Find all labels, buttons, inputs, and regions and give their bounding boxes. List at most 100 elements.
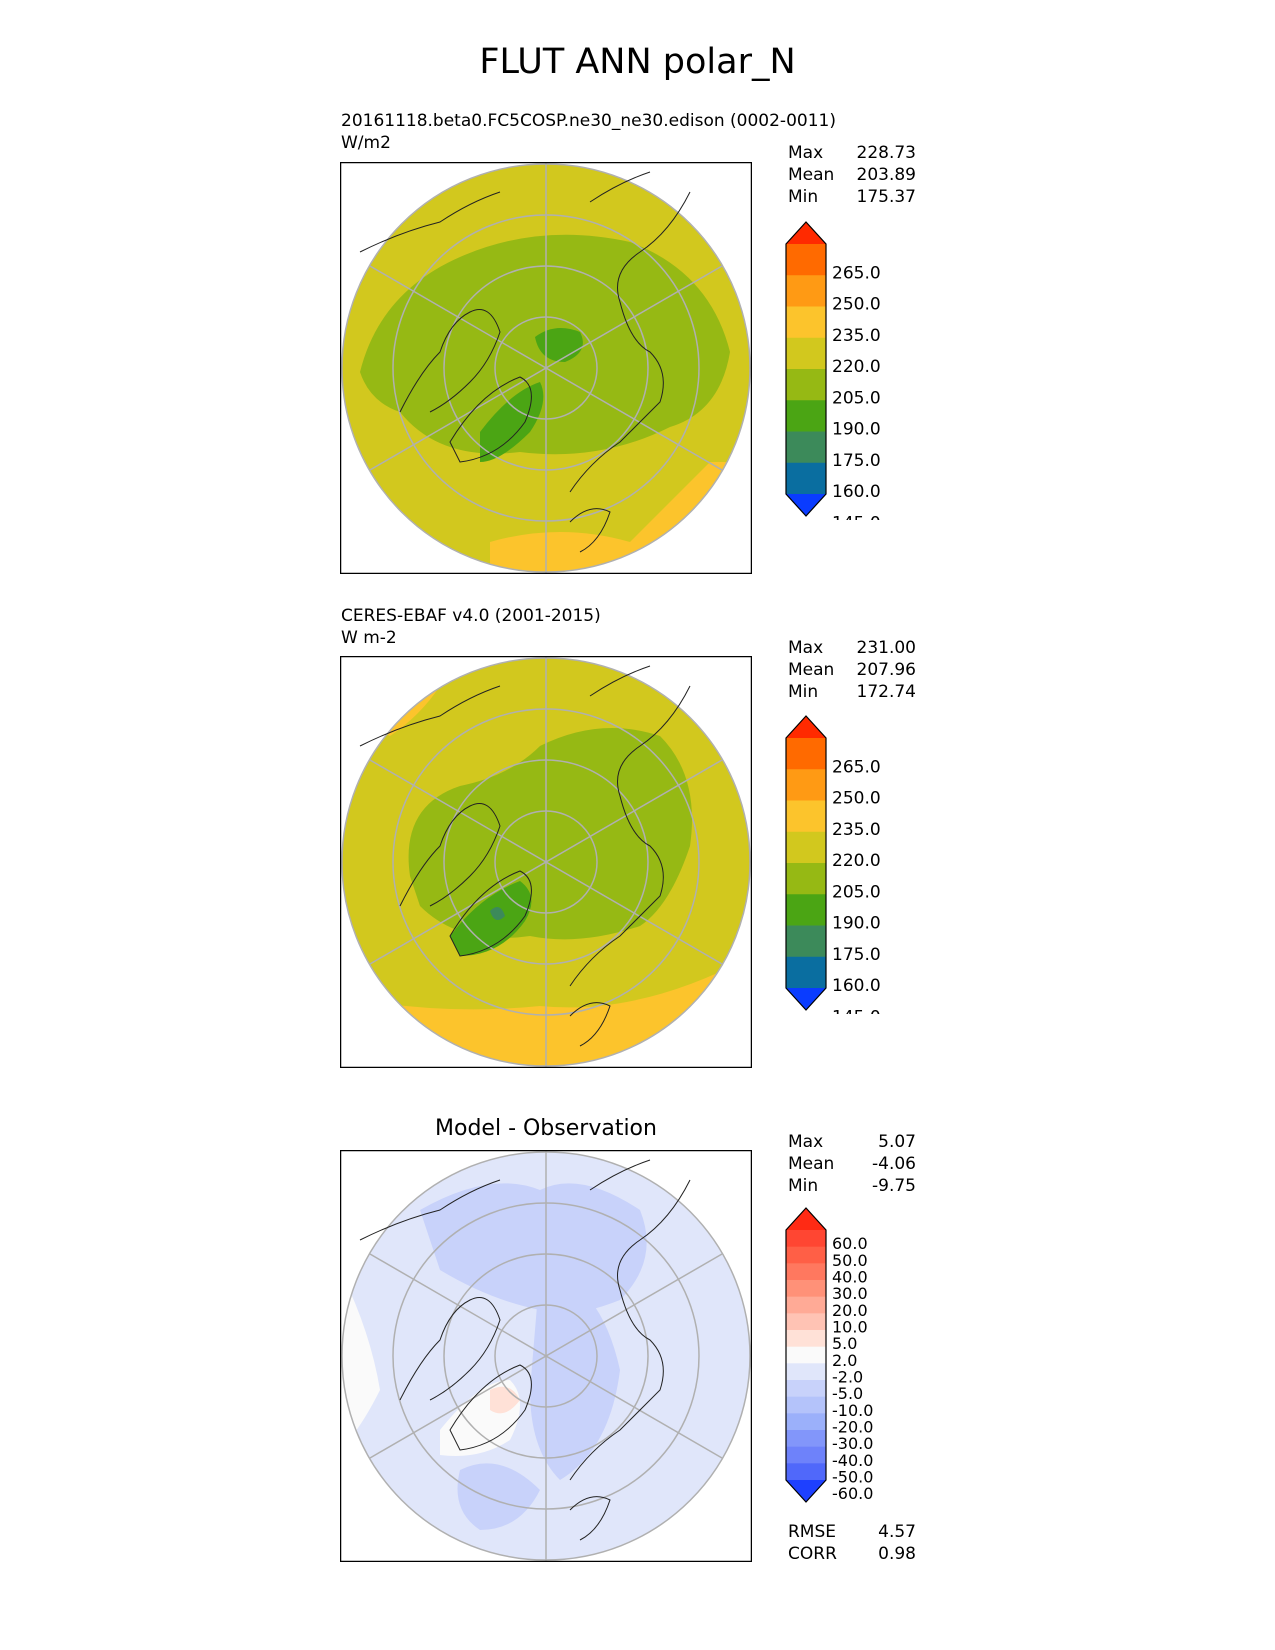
panel2-graticule [341, 656, 751, 1068]
colorbar-band [786, 1246, 826, 1264]
colorbar-tick-label: 220.0 [832, 357, 881, 377]
colorbar-tick-label: -2.0 [832, 1368, 863, 1387]
colorbar-band [786, 1296, 826, 1314]
colorbar-band [786, 1463, 826, 1481]
panel1-graticule [341, 162, 751, 574]
panel2-units: W m-2 [341, 628, 397, 648]
panel1-stat-max: Max 228.73 [788, 143, 916, 163]
colorbar-tick-label: 30.0 [832, 1284, 868, 1303]
colorbar-outline [785, 715, 827, 1011]
colorbar-band [786, 1446, 826, 1464]
colorbar-band [786, 1230, 826, 1248]
colorbar-band [786, 244, 826, 276]
colorbar-tick-label: 190.0 [832, 914, 881, 934]
panel1-units: W/m2 [341, 133, 391, 153]
colorbar-band [786, 1413, 826, 1431]
colorbar-tick-label: 40.0 [832, 1268, 868, 1287]
colorbar-extend-min [786, 1480, 826, 1502]
panel3-stat-max: Max 5.07 [788, 1132, 916, 1152]
colorbar-tick-label: -5.0 [832, 1384, 863, 1403]
colorbar-tick-label: 10.0 [832, 1318, 868, 1337]
panel1-stat-mean: Mean 203.89 [788, 165, 916, 185]
panel2-stat-max: Max 231.00 [788, 638, 916, 658]
colorbar-tick-label: 50.0 [832, 1251, 868, 1270]
colorbar-band [786, 831, 826, 864]
colorbar-band [786, 369, 826, 401]
panel2-coastlines [359, 665, 691, 1047]
colorbar-extend-max [786, 222, 826, 244]
colorbar-extend-max [786, 1208, 826, 1230]
colorbar-band [786, 400, 826, 432]
panel3-graticule [341, 1150, 751, 1562]
colorbar-tick-label: 2.0 [832, 1351, 857, 1370]
colorbar-band [786, 431, 826, 464]
colorbar-tick-label: 250.0 [832, 295, 881, 315]
colorbar-tick-label: 145.0 [832, 1007, 881, 1014]
panel3-metric-rmse: RMSE 4.57 [788, 1522, 916, 1542]
colorbar-band [786, 1330, 826, 1348]
panel3-stats: Max 5.07 Mean -4.06 Min -9.75 [788, 1131, 916, 1197]
colorbar-tick-label: 265.0 [832, 263, 881, 283]
colorbar-tick-label: 250.0 [832, 789, 881, 809]
colorbar-band [786, 1396, 826, 1414]
colorbar-band [786, 1313, 826, 1331]
colorbar-band [786, 1380, 826, 1398]
colorbar-extend-min [786, 494, 826, 516]
colorbar-band [786, 275, 826, 307]
figure-title: FLUT ANN polar_N [479, 42, 796, 82]
colorbar-tick-label: 235.0 [832, 820, 881, 840]
colorbar-tick-label: 5.0 [832, 1334, 857, 1353]
colorbar-band [786, 306, 826, 339]
panel2-title: CERES-EBAF v4.0 (2001-2015) W m-2 [341, 605, 601, 649]
colorbar-band [786, 462, 826, 495]
panel3-colorbar: 60.050.040.030.020.010.05.02.0-2.0-5.0-1… [785, 1207, 873, 1503]
panel2-dataset-name: CERES-EBAF v4.0 (2001-2015) [341, 606, 601, 626]
colorbar-outline [785, 221, 827, 517]
colorbar-band [786, 769, 826, 801]
colorbar-band [786, 1430, 826, 1448]
panel3-stat-min: Min -9.75 [788, 1176, 916, 1196]
panel1-run-name: 20161118.beta0.FC5COSP.ne30_ne30.edison … [341, 111, 836, 131]
colorbar-band [786, 1280, 826, 1298]
colorbar-tick-label: -20.0 [832, 1418, 873, 1437]
panel2-polar-map [340, 656, 752, 1068]
colorbar-tick-label: 20.0 [832, 1301, 868, 1320]
panel1-colorbar: 265.0 250.0 235.0 220.0 205.0 190.0 175.0 160.0… [785, 221, 881, 520]
colorbar-band [786, 1346, 826, 1364]
colorbar-tick-label: 190.0 [832, 420, 881, 440]
colorbar-band [786, 894, 826, 926]
panel2-stat-mean: Mean 207.96 [788, 660, 916, 680]
colorbar-band [786, 1263, 826, 1281]
colorbar-extend-max [786, 716, 826, 738]
colorbar-tick-label: 145.0 [832, 513, 881, 520]
colorbar-outline [785, 1207, 827, 1503]
panel2-stat-min: Min 172.74 [788, 682, 916, 702]
panel2-stats: Max 231.00 Mean 207.96 Min 172.74 [788, 637, 916, 703]
colorbar-tick-label: 235.0 [832, 326, 881, 346]
colorbar-tick-label: 265.0 [832, 757, 881, 777]
panel1-coastlines [359, 171, 691, 553]
colorbar-band [786, 863, 826, 895]
colorbar-band [786, 925, 826, 958]
colorbar-tick-label: -40.0 [832, 1451, 873, 1470]
colorbar-tick-label: 205.0 [832, 882, 881, 902]
panel3-metric-corr: CORR 0.98 [788, 1544, 916, 1564]
colorbar-tick-label: 175.0 [832, 451, 881, 471]
colorbar-band [786, 1363, 826, 1381]
panel3-polar-map [340, 1150, 752, 1562]
colorbar-band [786, 956, 826, 989]
colorbar-tick-label: -60.0 [832, 1484, 873, 1503]
colorbar-tick-label: 60.0 [832, 1234, 868, 1253]
colorbar-tick-label: 175.0 [832, 945, 881, 965]
colorbar-extend-min [786, 988, 826, 1010]
panel3-stat-mean: Mean -4.06 [788, 1154, 916, 1174]
colorbar-tick-label: -10.0 [832, 1401, 873, 1420]
panel1-title: 20161118.beta0.FC5COSP.ne30_ne30.edison … [341, 110, 836, 154]
panel1-polar-map [340, 162, 752, 574]
colorbar-tick-label: 160.0 [832, 976, 881, 996]
panel3-metrics: RMSE 4.57 CORR 0.98 [788, 1521, 916, 1565]
panel3-title: Model - Observation [435, 1116, 657, 1141]
colorbar-tick-label: 205.0 [832, 388, 881, 408]
panel1-stat-min: Min 175.37 [788, 187, 916, 207]
colorbar-tick-label: 220.0 [832, 851, 881, 871]
